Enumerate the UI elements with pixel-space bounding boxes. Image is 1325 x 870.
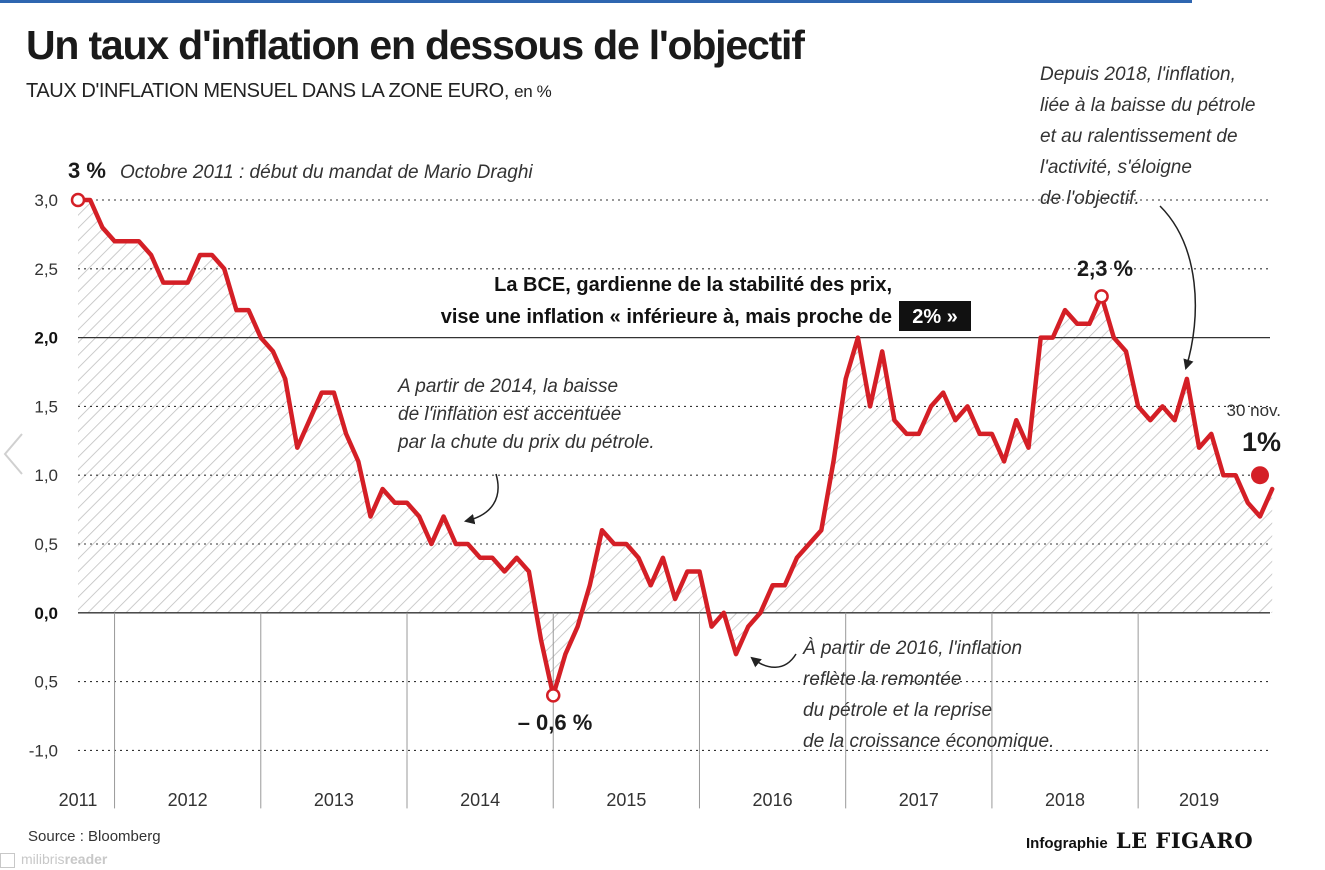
inflation-line [75,197,1275,698]
annotation-draghi: Octobre 2011 : début du mandat de Mario … [120,162,533,183]
y-tick-label: 0,5 [34,673,58,692]
x-tick-label: 2011 [59,790,98,810]
reader-brand-bold: reader [64,851,108,867]
hatched-area-fill [78,200,1273,696]
marker-label-min: – 0,6 % [518,710,593,735]
subtitle-text: TAUX D'INFLATION MENSUEL DANS LA ZONE EU… [26,80,509,102]
y-tick-label: 1,0 [34,466,58,485]
marker-sublabel-last: 30 nov. [1226,401,1281,420]
marker-filled [1251,466,1269,485]
x-axis-ticks: 2011 2012 2013 2014 2015 2016 2017 2018 2019 [59,612,1219,810]
chart-title: Un taux d'inflation en dessous de l'obje… [26,22,805,68]
marker-open [1094,289,1109,304]
arrow-2016 [750,653,797,668]
y-tick-label: 2,5 [34,260,58,279]
annotation-2018-line: et au ralentissement de [1040,126,1238,147]
marker-label-peak: 2,3 % [1077,256,1133,281]
annotation-2014-line: par la chute du prix du pétrole. [397,432,655,453]
marker-open [70,192,86,208]
annotation-2016-line: de la croissance économique. [803,731,1054,752]
y-tick-label: 1,5 [34,397,58,416]
y-tick-label: 2,0 [34,329,58,348]
marker-label-last: 1% [1242,427,1281,457]
arrow-2018 [1159,205,1197,371]
annotation-2018-line: Depuis 2018, l'inflation, [1040,64,1236,85]
marker-label-start: 3 % [68,158,106,183]
subtitle-unit: en % [514,82,552,101]
y-tick-label: 3,0 [34,191,58,210]
arrow-2014 [463,473,499,525]
annotation-2018-line: de l'objectif. [1040,188,1140,209]
chevron-left-icon[interactable] [2,432,24,476]
target-badge-label: 2% » [912,306,958,328]
x-tick-label: 2014 [460,790,500,810]
x-tick-label: 2018 [1045,790,1085,810]
x-tick-label: 2013 [314,790,354,810]
y-tick-label: 0,0 [34,604,58,623]
target-badge-box [899,301,971,331]
annotation-2014-line: A partir de 2014, la baisse [397,376,618,397]
credit-prefix: Infographie [1026,835,1108,852]
target-callout: La BCE, gardienne de la stabilité des pr… [441,274,971,331]
x-tick-label: 2015 [606,790,646,810]
y-tick-label: -1,0 [29,741,58,760]
annotation-2018-line: l'activité, s'éloigne [1040,157,1192,178]
credit: Infographie LE FIGARO [1026,828,1253,853]
annotation-2014-line: de l'inflation est accentuée [398,404,621,425]
chart-subtitle: TAUX D'INFLATION MENSUEL DANS LA ZONE EU… [26,80,552,103]
header-rule [0,0,1192,3]
annotation-2016-line: du pétrole et la reprise [803,700,992,721]
annotation-2016-line: reflète la remontée [803,669,961,690]
y-tick-label: 0,5 [34,535,58,554]
target-text-line1: La BCE, gardienne de la stabilité des pr… [494,274,892,296]
reader-watermark: milibrisreader [0,851,107,868]
credit-brand: LE FIGARO [1115,828,1254,853]
hatched-area [78,200,1273,696]
x-tick-label: 2012 [168,790,208,810]
inflation-line-series [75,197,1275,698]
annotation-2018-line: liée à la baisse du pétrole [1040,95,1255,116]
x-tick-label: 2019 [1179,790,1219,810]
grid-lines [78,199,1270,751]
document-icon [0,852,15,868]
point-markers: 3 % – 0,6 % 2,3 % 30 nov. 1% [68,158,1281,735]
target-text-line2: vise une inflation « inférieure à, mais … [441,306,892,328]
y-axis-ticks: 3,0 2,5 2,0 1,5 1,0 0,5 0,0 0,5 -1,0 [29,191,58,760]
source-note: Source : Bloomberg [28,828,161,845]
x-tick-label: 2016 [753,790,793,810]
marker-open [545,688,561,703]
x-tick-label: 2017 [899,790,939,810]
annotations: Octobre 2011 : début du mandat de Mario … [120,64,1255,752]
reader-brand-light: milibris [21,851,65,867]
annotation-2016-line: À partir de 2016, l'inflation [802,638,1022,659]
